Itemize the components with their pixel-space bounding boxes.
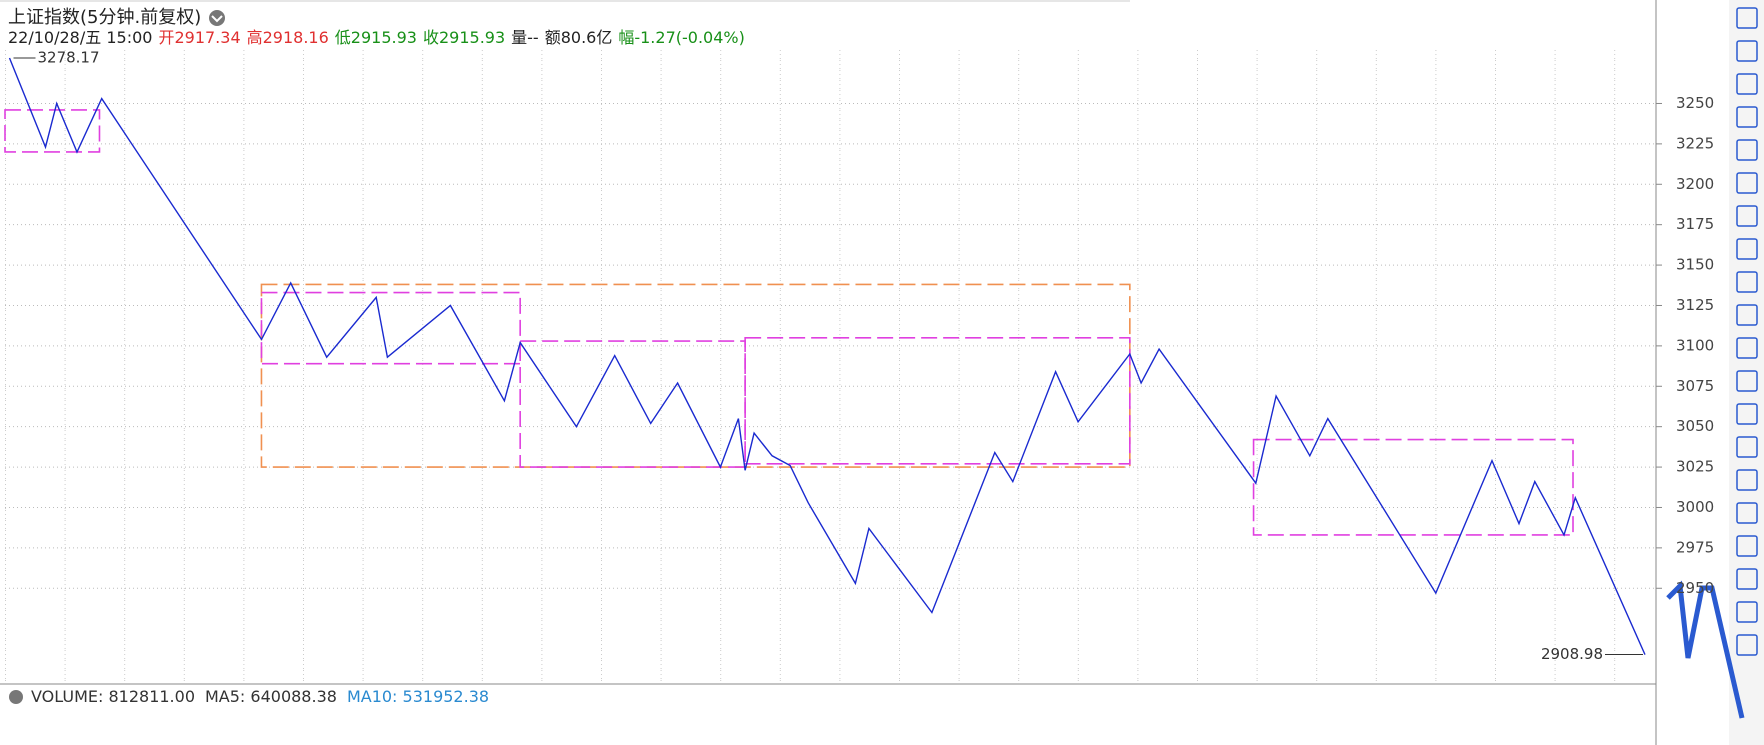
zigzag-line [8, 57, 1646, 655]
annotation: 3278.17 [37, 48, 99, 66]
quote-item: 22/10/28/五 15:00 [8, 28, 152, 47]
volume-header: VOLUME: 812811.00 MA5: 640088.38 MA10: 531… [31, 687, 489, 706]
quote-item: 收2915.93 [423, 28, 505, 47]
pivot-zone [260, 291, 521, 365]
tool-button[interactable] [1736, 370, 1758, 392]
annotation: 2908.98 [1541, 645, 1603, 663]
y-tick-label: 3050 [1676, 417, 1714, 435]
volume-item: VOLUME: 812811.00 [31, 687, 195, 706]
quote-item: 低2915.93 [335, 28, 417, 47]
y-tick-label: 3175 [1676, 215, 1714, 233]
menu-arrow [211, 15, 223, 23]
quote-item: 幅-1.27(-0.04%) [618, 28, 745, 47]
y-tick-label: 3150 [1676, 256, 1714, 274]
tool-button[interactable] [1736, 40, 1758, 62]
zigzag-logo [1666, 580, 1745, 719]
tool-button[interactable] [1736, 535, 1758, 557]
tool-button[interactable] [1736, 238, 1758, 260]
volume-item: MA5: 640088.38 [205, 687, 337, 706]
volume-item: MA10: 531952.38 [347, 687, 489, 706]
tool-button[interactable] [1736, 601, 1758, 623]
tool-button[interactable] [1736, 106, 1758, 128]
y-tick-label: 3075 [1676, 377, 1714, 395]
y-tick-label: 3125 [1676, 296, 1714, 314]
y-tick-label: 3225 [1676, 134, 1714, 152]
tool-button[interactable] [1736, 139, 1758, 161]
y-tick-label: 3025 [1676, 458, 1714, 476]
tool-button[interactable] [1736, 7, 1758, 29]
pivot-zone [4, 109, 101, 153]
time-grid [5, 50, 1654, 682]
pivot-zone [1252, 438, 1574, 536]
tool-button[interactable] [1736, 403, 1758, 425]
tool-button[interactable] [1736, 205, 1758, 227]
tool-button[interactable] [1736, 568, 1758, 590]
quote-item: 高2918.16 [247, 28, 329, 47]
tool-button[interactable] [1736, 73, 1758, 95]
tool-button[interactable] [1736, 634, 1758, 656]
quote-item: 额80.6亿 [545, 28, 613, 47]
quote-item: 开2917.34 [158, 28, 240, 47]
y-tick-label: 3250 [1676, 94, 1714, 112]
tool-button[interactable] [1736, 337, 1758, 359]
menu-button[interactable] [209, 10, 225, 26]
y-tick-label: 3200 [1676, 175, 1714, 193]
quote-line: 22/10/28/五 15:00 开2917.34 高2918.16 低2915.93… [8, 28, 745, 47]
y-tick-label: 3000 [1676, 498, 1714, 516]
tool-button[interactable] [1736, 469, 1758, 491]
quote-item: 量-- [511, 28, 539, 47]
y-tick-label: 2975 [1676, 538, 1714, 556]
tool-button[interactable] [1736, 304, 1758, 326]
volume-menu[interactable] [9, 690, 23, 704]
pivot-zone [744, 336, 1131, 465]
tool-button[interactable] [1736, 502, 1758, 524]
toolbar [1729, 0, 1764, 745]
tool-button[interactable] [1736, 172, 1758, 194]
chart-title: 上证指数(5分钟.前复权) [8, 7, 201, 28]
tool-button[interactable] [1736, 271, 1758, 293]
tool-button[interactable] [1736, 436, 1758, 458]
y-tick-label: 3100 [1676, 336, 1714, 354]
y-tick-label: 2950 [1676, 579, 1714, 597]
